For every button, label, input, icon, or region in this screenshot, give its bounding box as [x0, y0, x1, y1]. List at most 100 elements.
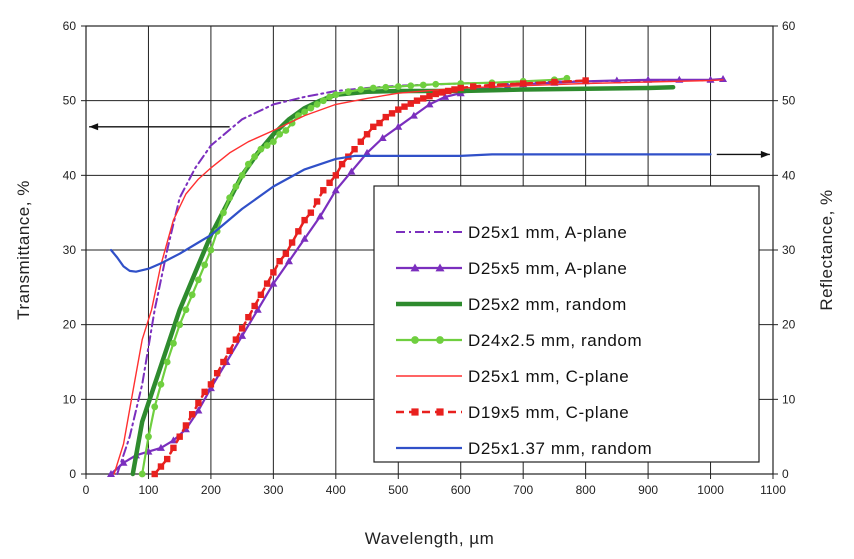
data-point	[313, 198, 321, 205]
data-point	[282, 250, 290, 257]
x-tick-label: 600	[451, 483, 471, 497]
data-point	[213, 370, 221, 377]
data-point	[238, 325, 246, 332]
y2-tick-label: 0	[782, 467, 789, 481]
arrow-layer	[89, 123, 770, 158]
series-layer	[106, 74, 728, 478]
data-point	[169, 436, 178, 444]
data-point	[378, 134, 387, 141]
data-point	[276, 258, 283, 265]
data-point	[207, 381, 215, 388]
data-point	[194, 406, 203, 414]
y-axis-label: Transmittance, %	[14, 180, 33, 320]
data-point	[170, 339, 177, 347]
data-point	[426, 92, 433, 100]
data-point	[226, 194, 234, 202]
data-point	[151, 470, 158, 478]
data-point	[382, 83, 390, 91]
y-tick-label: 40	[63, 168, 77, 182]
data-point	[445, 87, 452, 95]
data-point	[410, 263, 420, 272]
data-point	[338, 160, 346, 168]
data-point	[282, 127, 290, 134]
data-point	[457, 84, 464, 92]
legend-item: D25x2 mm, random	[396, 295, 627, 314]
data-point	[206, 384, 215, 392]
x-tick-label: 1100	[760, 483, 786, 497]
legend-label: D25x2 mm, random	[468, 295, 627, 314]
data-point	[388, 110, 396, 117]
data-point	[438, 89, 446, 96]
data-point	[245, 314, 252, 321]
data-point	[195, 276, 202, 284]
data-point	[157, 381, 165, 388]
data-point	[188, 291, 196, 299]
data-point	[409, 111, 418, 119]
y-tick-label: 50	[63, 94, 77, 108]
axis-arrow-head	[760, 150, 770, 158]
data-point	[370, 123, 377, 130]
data-point	[316, 212, 325, 220]
data-point	[295, 228, 302, 235]
data-point	[407, 82, 415, 90]
legend-item: D25x5 mm, A-plane	[396, 259, 627, 278]
legend-item: D25x1.37 mm, random	[396, 439, 652, 458]
legend: D25x1 mm, A-plane D25x5 mm, A-plane D25x2 …	[373, 185, 760, 463]
data-point	[269, 138, 277, 146]
data-point	[551, 78, 558, 86]
data-point	[156, 443, 165, 451]
y2-tick-label: 40	[782, 168, 796, 182]
data-point	[301, 108, 308, 116]
data-point	[351, 146, 358, 153]
y2-tick-label: 60	[782, 19, 796, 33]
data-point	[332, 91, 340, 99]
data-point	[401, 103, 408, 110]
y2-tick-label: 20	[782, 318, 796, 332]
data-point	[612, 76, 621, 84]
data-point	[563, 74, 571, 82]
data-point	[425, 100, 434, 108]
data-point	[284, 257, 293, 265]
data-point	[151, 403, 159, 411]
data-point	[276, 130, 284, 138]
data-point	[451, 86, 458, 93]
data-point	[411, 408, 419, 416]
data-point	[251, 302, 258, 310]
legend-item: D25x1 mm, A-plane	[396, 223, 628, 242]
data-point	[288, 239, 296, 246]
series-6	[151, 77, 589, 478]
data-point	[331, 186, 340, 194]
data-point	[363, 148, 372, 156]
data-point	[253, 305, 262, 313]
data-point	[176, 433, 183, 440]
legend-label: D19x5 mm, C-plane	[468, 403, 629, 422]
x-tick-label: 200	[201, 483, 221, 497]
data-point	[270, 269, 277, 276]
x-tick-label: 700	[513, 483, 533, 497]
data-point	[182, 422, 190, 429]
series-4	[138, 74, 571, 478]
data-point	[244, 160, 252, 168]
legend-label: D25x1 mm, A-plane	[468, 223, 628, 242]
data-point	[436, 408, 444, 416]
x-tick-label: 300	[263, 483, 283, 497]
data-point	[488, 81, 496, 89]
legend-item: D24x2.5 mm, random	[396, 331, 642, 350]
data-point	[307, 104, 315, 112]
y-axis-right: 0 10 20 30 40 50 60	[773, 19, 796, 481]
data-point	[394, 122, 403, 130]
x-axis: 0 100 200 300 400 500 600 700 800 900 1000 1100	[83, 474, 786, 497]
data-point	[163, 455, 171, 463]
data-point	[232, 336, 240, 343]
data-point	[201, 261, 209, 269]
x-axis-label: Wavelength, µm	[365, 529, 495, 548]
data-point	[106, 470, 115, 477]
data-point	[357, 138, 364, 145]
data-point	[170, 444, 177, 452]
y-tick-label: 60	[63, 19, 77, 33]
legend-label: D24x2.5 mm, random	[468, 331, 642, 350]
y-tick-label: 30	[63, 243, 77, 257]
data-point	[369, 84, 377, 92]
x-tick-label: 0	[83, 483, 90, 497]
data-point	[470, 83, 477, 90]
